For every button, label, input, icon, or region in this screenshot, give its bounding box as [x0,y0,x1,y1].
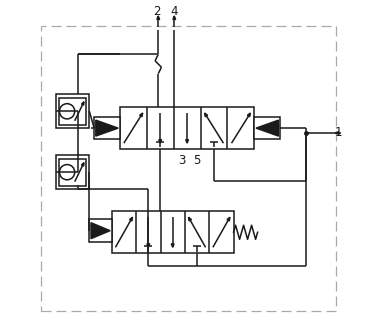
Polygon shape [129,217,132,221]
Polygon shape [91,223,110,239]
Text: 3: 3 [178,154,186,167]
Polygon shape [159,140,162,143]
Bar [56,155,89,189]
Bar [59,98,86,125]
Polygon shape [188,217,191,221]
Text: 2: 2 [153,5,160,18]
Polygon shape [96,120,118,136]
Text: 5: 5 [193,154,200,167]
Bar [89,219,112,242]
Polygon shape [204,113,208,117]
Polygon shape [171,244,174,247]
Polygon shape [173,16,176,20]
Bar [112,212,234,253]
Bar [56,95,89,128]
Polygon shape [157,16,160,20]
Polygon shape [335,132,339,134]
Bar [41,26,336,311]
Text: 4: 4 [171,5,178,18]
Polygon shape [247,113,250,117]
Polygon shape [147,244,150,247]
Polygon shape [139,113,143,117]
Bar [255,117,280,139]
Polygon shape [81,102,84,105]
Bar [94,117,120,139]
Polygon shape [186,140,188,143]
Bar [59,159,86,186]
Text: 1: 1 [335,126,342,139]
Polygon shape [81,162,84,166]
Polygon shape [227,217,230,221]
Bar [120,107,255,149]
Polygon shape [256,120,279,136]
